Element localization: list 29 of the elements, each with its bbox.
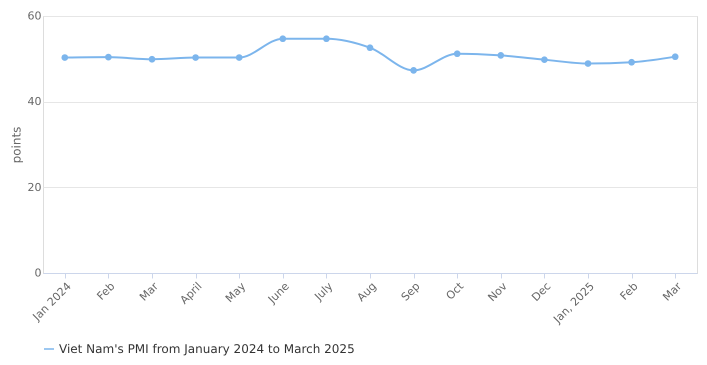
x-tick-label: Nov bbox=[485, 279, 510, 304]
point bbox=[61, 54, 68, 61]
point bbox=[236, 54, 243, 61]
point bbox=[584, 60, 592, 67]
point bbox=[454, 50, 461, 58]
point bbox=[410, 67, 417, 74]
point bbox=[105, 54, 112, 60]
legend-label: Viet Nam's PMI from January 2024 to March 2025 bbox=[59, 342, 355, 356]
y-axis-title: points bbox=[10, 126, 24, 164]
point bbox=[628, 58, 635, 66]
y-tick-label: 40 bbox=[28, 95, 42, 108]
y-tick-label: 60 bbox=[28, 10, 42, 22]
point bbox=[148, 56, 156, 63]
x-tick-label: Mar bbox=[137, 279, 162, 304]
point bbox=[323, 35, 330, 42]
x-tick-label: Feb bbox=[618, 280, 641, 303]
point bbox=[541, 56, 548, 64]
point bbox=[366, 44, 374, 52]
y-tick-label: 0 bbox=[34, 266, 42, 280]
x-tick-label: Sep bbox=[398, 280, 423, 304]
point bbox=[192, 54, 199, 61]
x-tick-label: Dec bbox=[529, 280, 554, 304]
x-tick-label: Mar bbox=[660, 279, 685, 304]
point bbox=[279, 35, 286, 42]
x-tick-label: Oct bbox=[444, 279, 467, 302]
x-tick-label: Feb bbox=[94, 280, 118, 303]
y-tick-label: 20 bbox=[28, 180, 42, 194]
point bbox=[672, 53, 679, 60]
point bbox=[497, 52, 504, 59]
